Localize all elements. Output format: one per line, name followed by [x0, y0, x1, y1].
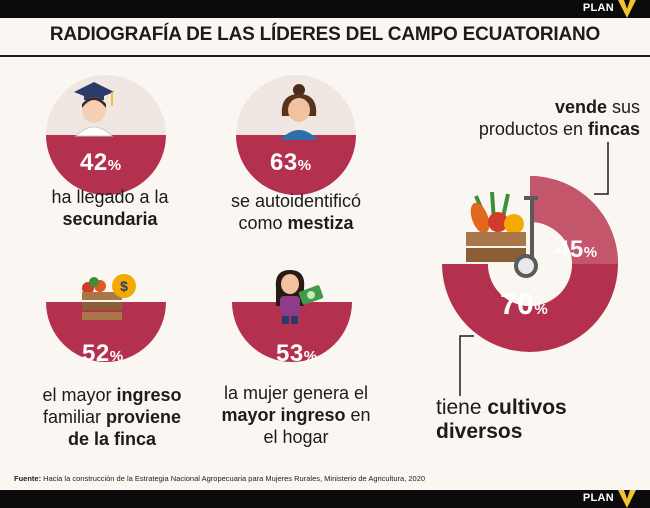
girl-money-icon	[275, 270, 324, 324]
caption-line: productos en	[478, 119, 588, 139]
caption-bold: fincas	[587, 119, 640, 139]
caption-line: el hogar	[263, 427, 329, 447]
stat-caption-53: la mujer genera el mayor ingreso en el h…	[206, 382, 386, 448]
stat-value-63: 63%	[270, 149, 312, 176]
leader-line-70	[459, 335, 474, 396]
caption-bold: mestiza	[287, 213, 354, 233]
caption-line: el mayor	[42, 385, 117, 405]
source-text: Hacia la construcción de la Estrategia N…	[41, 474, 426, 483]
caption-line: en	[345, 405, 371, 425]
caption-bold: mayor ingreso	[221, 405, 346, 425]
svg-text:$: $	[120, 278, 128, 294]
caption-line: tiene	[436, 396, 488, 419]
stat-value-53: 53%	[276, 340, 318, 367]
brand-check-icon	[618, 490, 636, 508]
vegetable-cart-icon	[466, 191, 538, 278]
ring-segment-45	[530, 176, 618, 264]
caption-line: como	[238, 213, 288, 233]
caption-line: ha llegado a la	[51, 187, 169, 207]
caption-line: la mujer genera el	[223, 383, 369, 403]
caption-bold: secundaria	[62, 209, 158, 229]
caption-line: sus	[606, 97, 640, 117]
caption-bold: diversos	[436, 420, 523, 443]
bottom-bar: PLAN	[0, 490, 650, 508]
brand-label: PLAN	[582, 492, 614, 504]
stat-value-52: 52%	[82, 340, 124, 367]
caption-bold: de la finca	[67, 429, 157, 449]
ring-value-45: 45%	[556, 236, 598, 263]
page-title: RADIOGRAFÍA DE LAS LÍDERES DEL CAMPO ECU…	[49, 24, 601, 45]
ring-value-70: 70%	[500, 288, 549, 321]
stat-value-42: 42%	[80, 149, 122, 176]
caption-bold: ingreso	[116, 385, 182, 405]
top-bar: PLAN	[0, 0, 650, 18]
stat-half-circle-52	[46, 302, 166, 362]
woman-icon	[280, 84, 318, 140]
ring-label-70: tiene cultivos diversos	[436, 396, 636, 444]
stat-caption-42: ha llegado a la secundaria	[30, 186, 190, 230]
stat-caption-52: el mayor ingreso familiar proviene de la…	[22, 384, 202, 450]
brand-check-icon	[618, 0, 636, 18]
stat-caption-63: se autoidentificó como mestiza	[216, 190, 376, 234]
title-divider	[0, 55, 650, 57]
caption-line: familiar	[42, 407, 106, 427]
brand-label: PLAN	[582, 2, 614, 14]
ring-label-45: vende sus productos en fincas	[470, 96, 640, 140]
caption-line: se autoidentificó	[230, 191, 362, 211]
leader-line-45	[594, 142, 609, 195]
caption-bold: cultivos	[487, 396, 567, 419]
source-label: Fuente:	[14, 474, 42, 483]
caption-bold: proviene	[105, 407, 182, 427]
graduate-icon	[74, 82, 114, 137]
crate-money-icon: $	[82, 274, 136, 320]
source-note: Fuente: Hacia la construcción de la Estr…	[14, 474, 425, 483]
caption-bold: vende	[554, 97, 607, 117]
stat-half-circle-53	[232, 302, 352, 362]
